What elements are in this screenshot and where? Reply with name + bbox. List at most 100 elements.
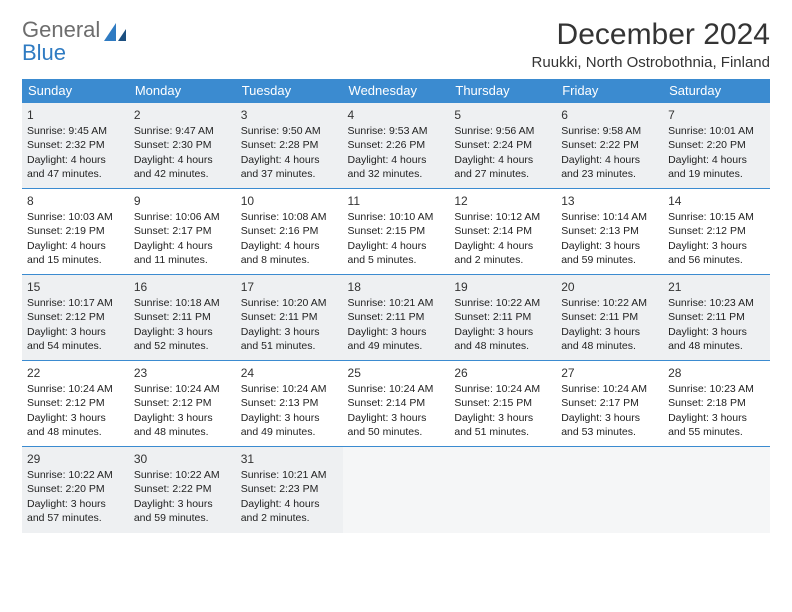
day-info: Sunrise: 9:47 AMSunset: 2:30 PMDaylight:… <box>134 124 231 181</box>
day-number: 10 <box>241 193 338 209</box>
day-info: Sunrise: 10:22 AMSunset: 2:11 PMDaylight… <box>561 296 658 353</box>
day-number: 31 <box>241 451 338 467</box>
day-info: Sunrise: 10:24 AMSunset: 2:15 PMDaylight… <box>454 382 551 439</box>
day-info: Sunrise: 9:45 AMSunset: 2:32 PMDaylight:… <box>27 124 124 181</box>
calendar-day-cell: 14Sunrise: 10:15 AMSunset: 2:12 PMDaylig… <box>663 189 770 275</box>
day-info: Sunrise: 10:15 AMSunset: 2:12 PMDaylight… <box>668 210 765 267</box>
day-number: 27 <box>561 365 658 381</box>
calendar-day-cell: 16Sunrise: 10:18 AMSunset: 2:11 PMDaylig… <box>129 275 236 361</box>
weekday-header: Thursday <box>449 79 556 103</box>
calendar-day-cell: 1Sunrise: 9:45 AMSunset: 2:32 PMDaylight… <box>22 103 129 189</box>
calendar-week-row: 1Sunrise: 9:45 AMSunset: 2:32 PMDaylight… <box>22 103 770 189</box>
day-info: Sunrise: 10:01 AMSunset: 2:20 PMDaylight… <box>668 124 765 181</box>
day-info: Sunrise: 10:24 AMSunset: 2:17 PMDaylight… <box>561 382 658 439</box>
weekday-header: Saturday <box>663 79 770 103</box>
day-number: 26 <box>454 365 551 381</box>
calendar-day-cell: 12Sunrise: 10:12 AMSunset: 2:14 PMDaylig… <box>449 189 556 275</box>
weekday-header-row: Sunday Monday Tuesday Wednesday Thursday… <box>22 79 770 103</box>
calendar-day-cell: 31Sunrise: 10:21 AMSunset: 2:23 PMDaylig… <box>236 447 343 533</box>
calendar-empty-cell <box>663 447 770 533</box>
day-info: Sunrise: 9:56 AMSunset: 2:24 PMDaylight:… <box>454 124 551 181</box>
month-title: December 2024 <box>532 18 770 52</box>
day-info: Sunrise: 10:24 AMSunset: 2:14 PMDaylight… <box>348 382 445 439</box>
day-info: Sunrise: 10:22 AMSunset: 2:11 PMDaylight… <box>454 296 551 353</box>
calendar-day-cell: 19Sunrise: 10:22 AMSunset: 2:11 PMDaylig… <box>449 275 556 361</box>
day-number: 25 <box>348 365 445 381</box>
weekday-header: Sunday <box>22 79 129 103</box>
day-number: 24 <box>241 365 338 381</box>
day-number: 29 <box>27 451 124 467</box>
day-number: 22 <box>27 365 124 381</box>
day-number: 5 <box>454 107 551 123</box>
calendar-week-row: 22Sunrise: 10:24 AMSunset: 2:12 PMDaylig… <box>22 361 770 447</box>
day-number: 20 <box>561 279 658 295</box>
calendar-table: Sunday Monday Tuesday Wednesday Thursday… <box>22 79 770 533</box>
calendar-body: 1Sunrise: 9:45 AMSunset: 2:32 PMDaylight… <box>22 103 770 533</box>
day-number: 16 <box>134 279 231 295</box>
day-info: Sunrise: 10:22 AMSunset: 2:22 PMDaylight… <box>134 468 231 525</box>
day-info: Sunrise: 10:23 AMSunset: 2:18 PMDaylight… <box>668 382 765 439</box>
day-info: Sunrise: 10:24 AMSunset: 2:13 PMDaylight… <box>241 382 338 439</box>
day-info: Sunrise: 10:06 AMSunset: 2:17 PMDaylight… <box>134 210 231 267</box>
day-number: 19 <box>454 279 551 295</box>
day-info: Sunrise: 10:17 AMSunset: 2:12 PMDaylight… <box>27 296 124 353</box>
calendar-day-cell: 25Sunrise: 10:24 AMSunset: 2:14 PMDaylig… <box>343 361 450 447</box>
header: General Blue December 2024 Ruukki, North… <box>22 18 770 71</box>
day-info: Sunrise: 10:08 AMSunset: 2:16 PMDaylight… <box>241 210 338 267</box>
weekday-header: Friday <box>556 79 663 103</box>
day-info: Sunrise: 9:50 AMSunset: 2:28 PMDaylight:… <box>241 124 338 181</box>
weekday-header: Monday <box>129 79 236 103</box>
day-info: Sunrise: 10:10 AMSunset: 2:15 PMDaylight… <box>348 210 445 267</box>
calendar-day-cell: 10Sunrise: 10:08 AMSunset: 2:16 PMDaylig… <box>236 189 343 275</box>
calendar-day-cell: 18Sunrise: 10:21 AMSunset: 2:11 PMDaylig… <box>343 275 450 361</box>
day-info: Sunrise: 10:21 AMSunset: 2:11 PMDaylight… <box>348 296 445 353</box>
day-number: 3 <box>241 107 338 123</box>
day-number: 9 <box>134 193 231 209</box>
calendar-day-cell: 21Sunrise: 10:23 AMSunset: 2:11 PMDaylig… <box>663 275 770 361</box>
calendar-day-cell: 28Sunrise: 10:23 AMSunset: 2:18 PMDaylig… <box>663 361 770 447</box>
day-number: 4 <box>348 107 445 123</box>
logo-sail-icon <box>102 21 128 48</box>
calendar-week-row: 8Sunrise: 10:03 AMSunset: 2:19 PMDayligh… <box>22 189 770 275</box>
day-info: Sunrise: 9:53 AMSunset: 2:26 PMDaylight:… <box>348 124 445 181</box>
day-number: 1 <box>27 107 124 123</box>
day-number: 11 <box>348 193 445 209</box>
weekday-header: Wednesday <box>343 79 450 103</box>
day-number: 21 <box>668 279 765 295</box>
calendar-day-cell: 20Sunrise: 10:22 AMSunset: 2:11 PMDaylig… <box>556 275 663 361</box>
day-number: 14 <box>668 193 765 209</box>
day-number: 17 <box>241 279 338 295</box>
logo-word1: General <box>22 17 100 42</box>
calendar-day-cell: 27Sunrise: 10:24 AMSunset: 2:17 PMDaylig… <box>556 361 663 447</box>
calendar-day-cell: 4Sunrise: 9:53 AMSunset: 2:26 PMDaylight… <box>343 103 450 189</box>
calendar-day-cell: 6Sunrise: 9:58 AMSunset: 2:22 PMDaylight… <box>556 103 663 189</box>
calendar-week-row: 15Sunrise: 10:17 AMSunset: 2:12 PMDaylig… <box>22 275 770 361</box>
calendar-day-cell: 3Sunrise: 9:50 AMSunset: 2:28 PMDaylight… <box>236 103 343 189</box>
calendar-day-cell: 5Sunrise: 9:56 AMSunset: 2:24 PMDaylight… <box>449 103 556 189</box>
calendar-empty-cell <box>449 447 556 533</box>
calendar-day-cell: 13Sunrise: 10:14 AMSunset: 2:13 PMDaylig… <box>556 189 663 275</box>
calendar-day-cell: 26Sunrise: 10:24 AMSunset: 2:15 PMDaylig… <box>449 361 556 447</box>
day-info: Sunrise: 10:23 AMSunset: 2:11 PMDaylight… <box>668 296 765 353</box>
day-number: 7 <box>668 107 765 123</box>
title-block: December 2024 Ruukki, North Ostrobothnia… <box>532 18 770 71</box>
day-info: Sunrise: 10:20 AMSunset: 2:11 PMDaylight… <box>241 296 338 353</box>
calendar-day-cell: 29Sunrise: 10:22 AMSunset: 2:20 PMDaylig… <box>22 447 129 533</box>
day-info: Sunrise: 9:58 AMSunset: 2:22 PMDaylight:… <box>561 124 658 181</box>
calendar-day-cell: 7Sunrise: 10:01 AMSunset: 2:20 PMDayligh… <box>663 103 770 189</box>
day-info: Sunrise: 10:03 AMSunset: 2:19 PMDaylight… <box>27 210 124 267</box>
day-info: Sunrise: 10:22 AMSunset: 2:20 PMDaylight… <box>27 468 124 525</box>
day-number: 18 <box>348 279 445 295</box>
day-number: 28 <box>668 365 765 381</box>
day-number: 6 <box>561 107 658 123</box>
day-number: 13 <box>561 193 658 209</box>
calendar-day-cell: 8Sunrise: 10:03 AMSunset: 2:19 PMDayligh… <box>22 189 129 275</box>
day-number: 23 <box>134 365 231 381</box>
calendar-day-cell: 22Sunrise: 10:24 AMSunset: 2:12 PMDaylig… <box>22 361 129 447</box>
day-info: Sunrise: 10:14 AMSunset: 2:13 PMDaylight… <box>561 210 658 267</box>
logo-word2: Blue <box>22 40 66 65</box>
calendar-day-cell: 30Sunrise: 10:22 AMSunset: 2:22 PMDaylig… <box>129 447 236 533</box>
day-info: Sunrise: 10:18 AMSunset: 2:11 PMDaylight… <box>134 296 231 353</box>
calendar-day-cell: 24Sunrise: 10:24 AMSunset: 2:13 PMDaylig… <box>236 361 343 447</box>
calendar-week-row: 29Sunrise: 10:22 AMSunset: 2:20 PMDaylig… <box>22 447 770 533</box>
